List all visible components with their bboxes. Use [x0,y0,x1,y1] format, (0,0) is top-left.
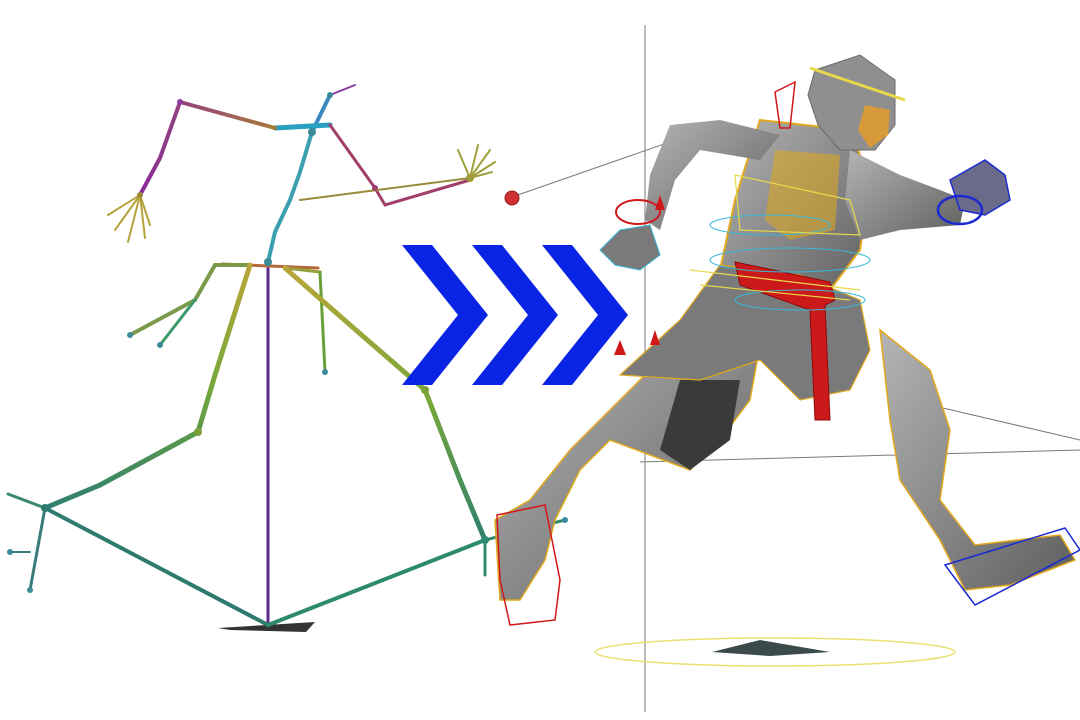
foot-control-left [496,504,561,626]
character-face [858,105,890,148]
skeleton-upper-spine [266,130,314,264]
skeleton-arm-right [328,123,472,207]
guide-line-3 [929,404,1080,441]
hip-control-lines [689,174,861,301]
skeleton-shin-left [28,506,47,592]
character-front-leg [494,339,761,601]
character-arm-back [845,150,965,240]
wrist-control-left [615,199,661,225]
root-control-ring [594,637,956,667]
character-chest-plate [765,150,840,240]
foot-control-right [943,527,1080,606]
character-hand-forward [599,224,661,271]
skeleton-forearm-right [299,177,471,201]
skeleton-leg-line-right [266,538,487,627]
wrist-control-right [936,194,984,226]
spine-control-rings [709,214,871,311]
skeleton-thigh-small [318,270,327,374]
skeleton-hip-right [283,266,322,274]
rigged-character [494,25,1080,712]
pole-target-icon [504,190,520,206]
ik-handles [614,195,665,355]
character-hand-back [949,159,1011,216]
skeleton-arm-left [138,99,277,197]
skeleton-leg-left [42,262,253,511]
skeleton-foot-left [6,492,47,510]
skeleton-hand-left [107,194,151,243]
character-arm-forward [645,120,780,230]
skeleton-shoulder [272,122,333,131]
skeleton-neck-small [329,84,356,96]
character-back-leg [879,328,1077,591]
retarget-arrows [402,245,628,385]
skeleton-joints [7,92,568,593]
arrow-chevron-1 [402,245,488,385]
skeleton-arm-second [128,263,252,337]
guide-line-2 [639,449,1080,463]
skeleton-ground-shadow [218,622,315,632]
arrow-chevron-2 [472,245,558,385]
root-shadow [712,640,830,656]
neck-control-cone [774,80,796,129]
skeleton-lower-arm [158,298,197,347]
skeleton-hand-right [457,144,496,179]
character-red-sash [734,261,836,421]
head-control-bar [809,66,906,102]
guide-line-1 [511,134,691,198]
skeleton-leg-line-left [43,506,270,627]
character-thigh-armor [660,380,740,470]
skeleton-figure [6,84,568,632]
arrow-chevron-3 [542,245,628,385]
